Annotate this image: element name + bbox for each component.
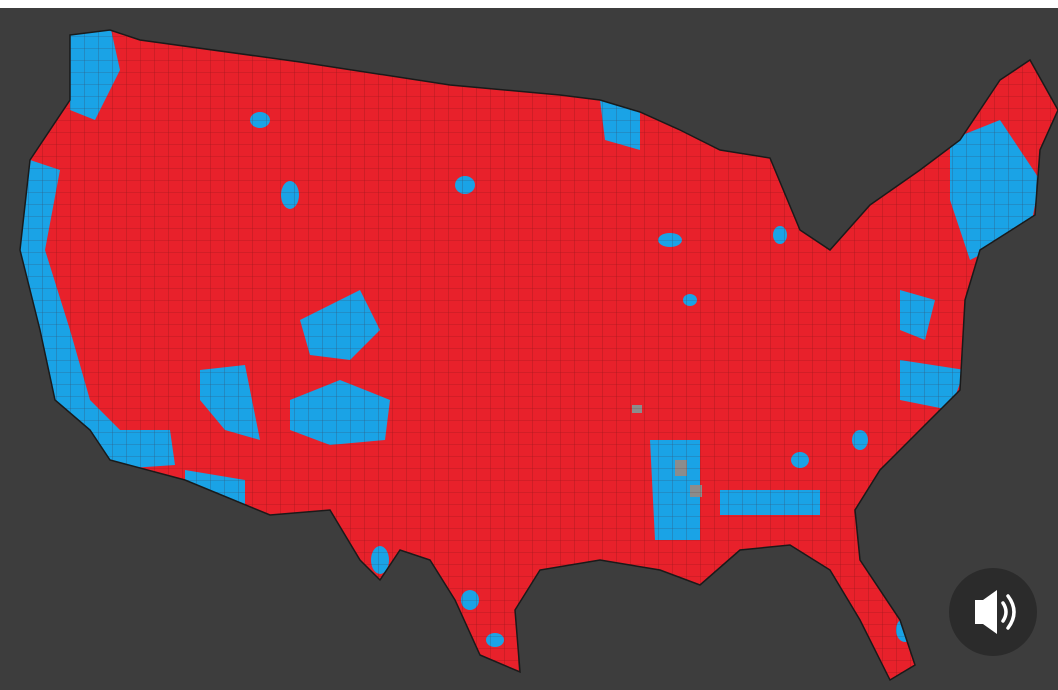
volume-button[interactable] (949, 568, 1037, 656)
